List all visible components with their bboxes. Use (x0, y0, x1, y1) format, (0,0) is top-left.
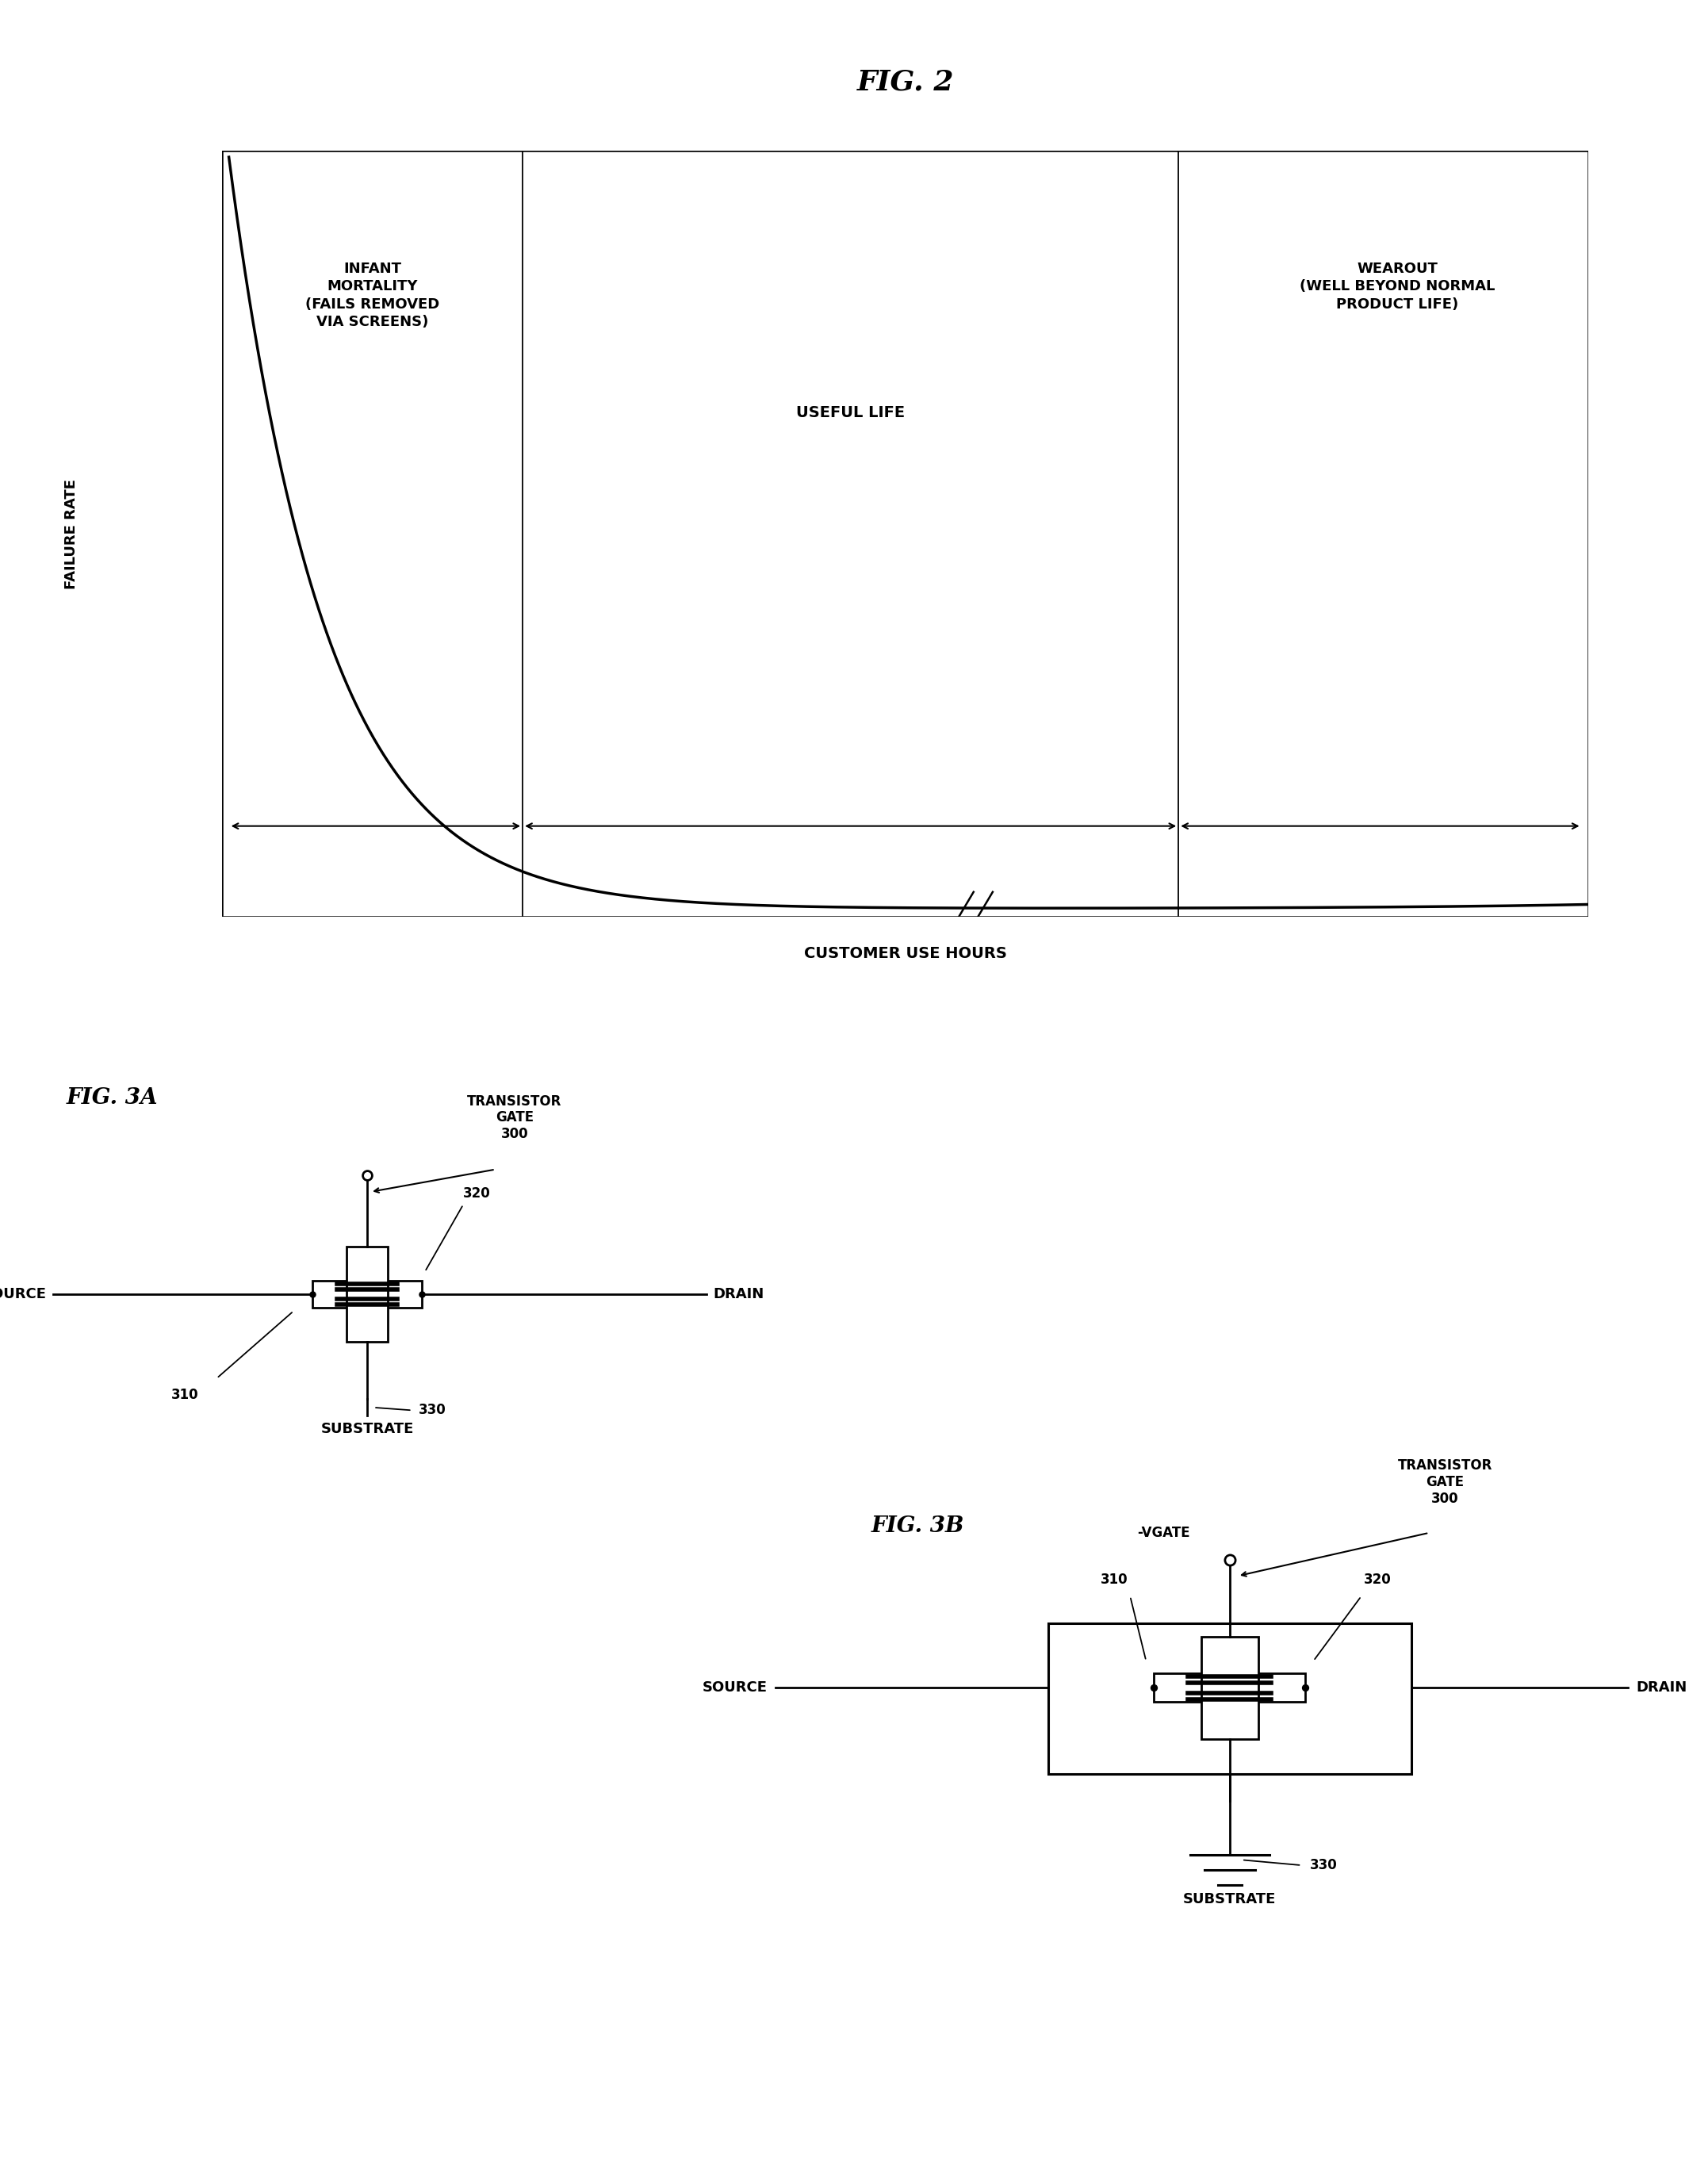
Text: DRAIN: DRAIN (1636, 1680, 1688, 1695)
Text: SOURCE: SOURCE (702, 1680, 767, 1695)
Bar (347, 1247, 388, 1342)
Text: INFANT
MORTALITY
(FAILS REMOVED
VIA SCREENS): INFANT MORTALITY (FAILS REMOVED VIA SCRE… (306, 261, 439, 328)
Text: FIG. 3B: FIG. 3B (871, 1516, 965, 1536)
Bar (313, 1281, 422, 1307)
Text: 320: 320 (1363, 1572, 1390, 1588)
Bar (1155, 1674, 1305, 1702)
Text: 330: 330 (1310, 1857, 1337, 1872)
Bar (1201, 1637, 1259, 1739)
Text: SOURCE: SOURCE (0, 1288, 48, 1301)
Text: 310: 310 (1100, 1572, 1127, 1588)
Text: SUBSTRATE: SUBSTRATE (1184, 1892, 1276, 1907)
Bar (1049, 1622, 1411, 1773)
Text: 320: 320 (463, 1186, 490, 1201)
Text: FAILURE RATE: FAILURE RATE (65, 479, 79, 589)
Text: 330: 330 (418, 1404, 446, 1417)
Text: FIG. 3A: FIG. 3A (67, 1087, 157, 1109)
Text: TRANSISTOR
GATE
300: TRANSISTOR GATE 300 (468, 1094, 562, 1141)
Text: TRANSISTOR
GATE
300: TRANSISTOR GATE 300 (1397, 1458, 1493, 1506)
Text: 310: 310 (171, 1387, 198, 1402)
Text: WEAROUT
(WELL BEYOND NORMAL
PRODUCT LIFE): WEAROUT (WELL BEYOND NORMAL PRODUCT LIFE… (1300, 261, 1494, 311)
Text: SUBSTRATE: SUBSTRATE (321, 1421, 413, 1437)
Text: DRAIN: DRAIN (714, 1288, 763, 1301)
Text: CUSTOMER USE HOURS: CUSTOMER USE HOURS (804, 947, 1006, 960)
Text: -VGATE: -VGATE (1138, 1525, 1190, 1540)
Text: FIG. 2: FIG. 2 (857, 69, 953, 95)
Text: USEFUL LIFE: USEFUL LIFE (796, 406, 905, 421)
